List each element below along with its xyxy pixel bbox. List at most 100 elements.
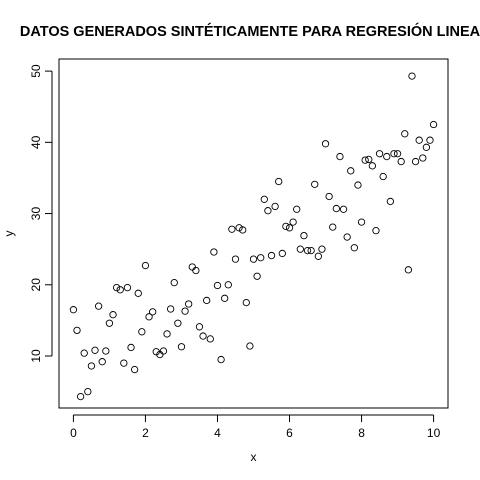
data-point bbox=[278, 249, 286, 258]
x-tick-label: 4 bbox=[214, 426, 221, 440]
data-point bbox=[94, 302, 103, 310]
data-point bbox=[217, 355, 225, 364]
x-tick-label: 8 bbox=[358, 426, 365, 440]
data-point bbox=[141, 261, 150, 270]
data-point bbox=[73, 326, 81, 335]
data-point bbox=[311, 180, 319, 189]
y-tick-label: 30 bbox=[29, 207, 43, 221]
data-point bbox=[167, 305, 175, 313]
data-point bbox=[426, 136, 434, 144]
data-point bbox=[130, 365, 139, 374]
data-point bbox=[368, 162, 377, 170]
data-point bbox=[422, 143, 431, 151]
data-point bbox=[347, 167, 355, 175]
data-point bbox=[361, 156, 369, 164]
data-point bbox=[386, 197, 395, 206]
data-point bbox=[383, 152, 391, 161]
data-point bbox=[80, 349, 88, 357]
plot-frame bbox=[58, 58, 449, 409]
data-point bbox=[285, 224, 294, 232]
data-point bbox=[365, 155, 373, 164]
data-point bbox=[199, 332, 207, 340]
data-point bbox=[296, 245, 304, 253]
data-point bbox=[91, 346, 99, 354]
data-point bbox=[76, 392, 85, 401]
data-point bbox=[321, 140, 330, 148]
data-point bbox=[206, 335, 214, 343]
data-point bbox=[69, 306, 78, 314]
data-point bbox=[271, 202, 279, 211]
data-point bbox=[181, 307, 189, 315]
data-point bbox=[177, 343, 186, 351]
data-point bbox=[192, 266, 200, 275]
data-point bbox=[419, 154, 427, 162]
data-point bbox=[350, 244, 359, 252]
data-point bbox=[267, 251, 276, 260]
y-tick-label: 40 bbox=[29, 135, 43, 149]
data-point bbox=[112, 283, 121, 292]
data-point bbox=[159, 347, 168, 355]
data-point bbox=[174, 319, 182, 327]
x-tick-label: 2 bbox=[142, 426, 149, 440]
y-axis: 10 20 30 40 50 bbox=[29, 64, 53, 363]
data-point bbox=[429, 120, 438, 129]
data-points bbox=[69, 72, 438, 401]
data-point bbox=[260, 195, 268, 203]
data-point bbox=[411, 157, 420, 166]
data-point bbox=[293, 205, 301, 213]
data-point bbox=[303, 246, 312, 255]
data-point bbox=[314, 252, 322, 260]
y-tick-label: 20 bbox=[29, 278, 43, 292]
data-point bbox=[224, 281, 232, 289]
data-point bbox=[390, 150, 398, 158]
data-point bbox=[253, 272, 261, 280]
data-point bbox=[246, 342, 254, 350]
y-tick-label: 50 bbox=[29, 64, 43, 78]
data-point bbox=[332, 204, 340, 213]
data-point bbox=[372, 227, 380, 235]
data-point bbox=[120, 359, 128, 367]
data-point bbox=[87, 362, 96, 370]
data-point bbox=[275, 177, 283, 186]
data-point bbox=[239, 226, 247, 234]
data-point bbox=[343, 233, 351, 241]
data-point bbox=[123, 283, 132, 292]
data-point bbox=[282, 222, 290, 231]
data-point bbox=[231, 255, 240, 263]
data-point bbox=[249, 255, 258, 263]
data-point bbox=[397, 157, 405, 166]
data-point bbox=[264, 207, 272, 215]
chart-title: DATOS GENERADOS SINTÉTICAMENTE PARA REGR… bbox=[20, 22, 480, 40]
x-tick-label: 6 bbox=[286, 426, 293, 440]
data-point bbox=[98, 358, 106, 366]
data-point bbox=[339, 205, 348, 213]
y-tick-label: 10 bbox=[29, 349, 43, 363]
data-point bbox=[148, 308, 157, 316]
data-point bbox=[127, 343, 135, 352]
data-point bbox=[329, 223, 337, 231]
data-point bbox=[84, 387, 92, 396]
data-point bbox=[357, 218, 366, 226]
data-point bbox=[138, 328, 146, 336]
data-point bbox=[109, 311, 117, 319]
data-point bbox=[257, 254, 265, 262]
data-point bbox=[195, 323, 204, 331]
data-point bbox=[336, 152, 344, 161]
data-point bbox=[354, 181, 362, 189]
data-point bbox=[210, 248, 218, 256]
data-point bbox=[307, 246, 315, 255]
data-point bbox=[163, 330, 171, 338]
data-point bbox=[300, 231, 308, 240]
data-point bbox=[408, 72, 416, 80]
data-point bbox=[102, 347, 110, 355]
data-point bbox=[289, 218, 297, 226]
data-point bbox=[375, 150, 384, 158]
data-point bbox=[145, 313, 153, 321]
data-point bbox=[170, 278, 178, 287]
data-point bbox=[242, 298, 250, 307]
data-point bbox=[415, 136, 423, 144]
data-point bbox=[401, 130, 409, 138]
data-point bbox=[235, 224, 243, 232]
data-point bbox=[221, 294, 229, 302]
